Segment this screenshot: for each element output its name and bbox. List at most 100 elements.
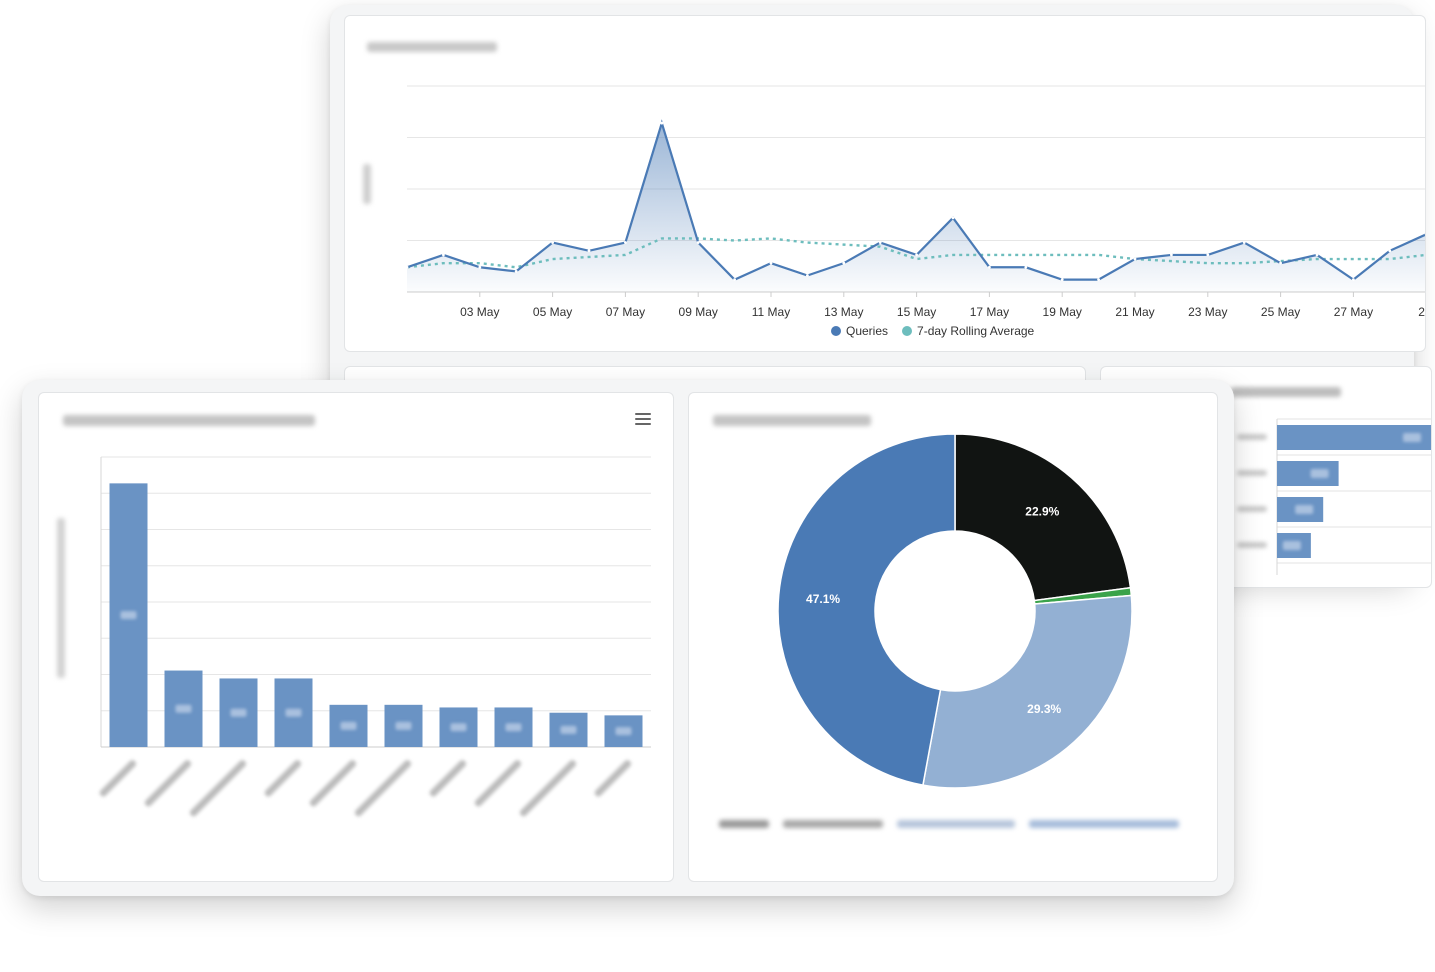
queries-area — [407, 123, 1425, 292]
x-category-label — [354, 760, 412, 817]
queries-point — [1024, 265, 1028, 269]
x-category-label-mask — [264, 760, 302, 797]
rolling-legend-label: 7-day Rolling Average — [917, 324, 1035, 338]
x-category-label — [474, 760, 522, 807]
queries-point — [587, 249, 591, 253]
distribution-donut-chart: 22.9% 29.3% 47.1% — [777, 433, 1133, 789]
queries-line-chart: 03 May 05 May 07 May 09 May 11 May 13 May 15 M… — [405, 85, 1425, 319]
bar-y-axis-title — [57, 518, 65, 678]
queries-legend-dot — [831, 326, 841, 336]
x-category-label-mask — [99, 760, 137, 797]
bar-data-label — [615, 727, 632, 736]
queries-point — [769, 261, 773, 265]
x-category-label-mask — [144, 760, 192, 807]
hbar-data-label — [1403, 433, 1421, 442]
distribution-legend — [719, 817, 1189, 831]
x-category-label-mask — [594, 760, 632, 797]
queries-point — [1315, 253, 1319, 257]
packaging-objects-card — [38, 392, 674, 882]
x-tick-label: 21 May — [1115, 305, 1154, 319]
queries-point — [951, 216, 955, 220]
x-tick-label: 17 May — [970, 305, 1009, 319]
legend-swatch-3 — [897, 820, 1015, 828]
queries-legend-label: Queries — [846, 324, 889, 338]
queries-point — [988, 265, 991, 269]
queries-point — [733, 278, 736, 282]
bar-data-label — [285, 708, 302, 717]
query-count-card-title — [1231, 387, 1341, 397]
x-category-label — [99, 760, 137, 797]
x-tick-label: 13 May — [824, 305, 863, 319]
x-category-label-mask — [189, 760, 247, 817]
hbar-category-label — [1237, 434, 1267, 440]
x-category-label — [144, 760, 192, 807]
packaging-bar-chart — [99, 456, 651, 817]
legend-item-rolling-average[interactable]: 7-day Rolling Average — [902, 324, 1034, 338]
bar-data-label — [340, 721, 357, 730]
x-tick-label: 11 May — [752, 305, 790, 319]
x-tick-label: 27 May — [1334, 305, 1373, 319]
queries-point — [1133, 257, 1137, 261]
queries-over-time-card: 03 May 05 May 07 May 09 May 11 May 13 May 15 M… — [344, 15, 1426, 352]
hbar-category-label — [1237, 542, 1267, 548]
queries-point — [1170, 253, 1173, 257]
x-category-label-mask — [354, 760, 412, 817]
legend-item-queries[interactable]: Queries — [831, 324, 888, 338]
x-category-label-mask — [519, 760, 577, 817]
queries-point — [514, 270, 518, 273]
donut-slice — [777, 433, 956, 786]
donut-slice-label: 47.1% — [806, 592, 840, 606]
x-tick-label-cut: 29 — [1418, 305, 1425, 319]
x-category-label — [309, 760, 357, 807]
packaging-card-title — [63, 415, 315, 426]
queries-point — [1352, 278, 1355, 282]
x-category-label — [189, 760, 247, 817]
donut-slice-label: 29.3% — [1027, 702, 1061, 716]
donut-slice — [922, 594, 1133, 789]
x-tick-label: 23 May — [1188, 305, 1227, 319]
queries-point — [405, 265, 409, 269]
front-dashboard-panel: 22.9% 29.3% 47.1% — [22, 380, 1234, 896]
hbar-category-label — [1237, 470, 1267, 476]
hbar-category-label — [1237, 506, 1267, 512]
rolling-legend-dot — [902, 326, 913, 336]
queries-point — [1060, 278, 1064, 282]
x-category-label-mask — [474, 760, 522, 807]
donut-slice-label: 22.9% — [1025, 504, 1059, 518]
queries-point — [660, 121, 664, 125]
queries-point — [478, 265, 482, 269]
hbar-data-label — [1310, 469, 1329, 478]
x-category-label-mask — [429, 760, 467, 797]
legend-swatch-4 — [1029, 820, 1179, 828]
bar-data-label — [120, 611, 137, 620]
queries-point — [878, 241, 882, 244]
hbar — [1277, 461, 1339, 486]
queries-point — [1206, 253, 1210, 257]
x-tick-label: 25 May — [1261, 305, 1300, 319]
x-tick-label: 03 May — [460, 305, 499, 319]
x-category-label — [264, 760, 302, 797]
queries-point — [1242, 241, 1246, 244]
distribution-card-title — [713, 415, 871, 426]
query-count-bar-chart — [1237, 418, 1431, 575]
bar-data-label — [175, 704, 192, 713]
bar-data-label — [395, 721, 412, 730]
x-tick-label: 05 May — [533, 305, 572, 319]
x-category-label-mask — [309, 760, 357, 807]
distribution-card: 22.9% 29.3% 47.1% — [688, 392, 1218, 882]
x-tick-label: 15 May — [897, 305, 936, 319]
queries-point — [1097, 278, 1100, 282]
x-category-label — [519, 760, 577, 817]
queries-point — [842, 261, 846, 265]
bar-data-label — [230, 708, 247, 717]
x-tick-label: 19 May — [1043, 305, 1082, 319]
queries-card-title — [367, 40, 497, 54]
hamburger-menu-icon[interactable] — [635, 413, 651, 425]
queries-point — [442, 253, 445, 257]
bar-data-label — [560, 725, 577, 734]
x-category-label — [429, 760, 467, 797]
legend-swatch-1 — [719, 820, 769, 828]
legend-swatch-2 — [783, 820, 883, 828]
hbar-data-label — [1282, 541, 1301, 550]
x-tick-label: 09 May — [679, 305, 718, 319]
